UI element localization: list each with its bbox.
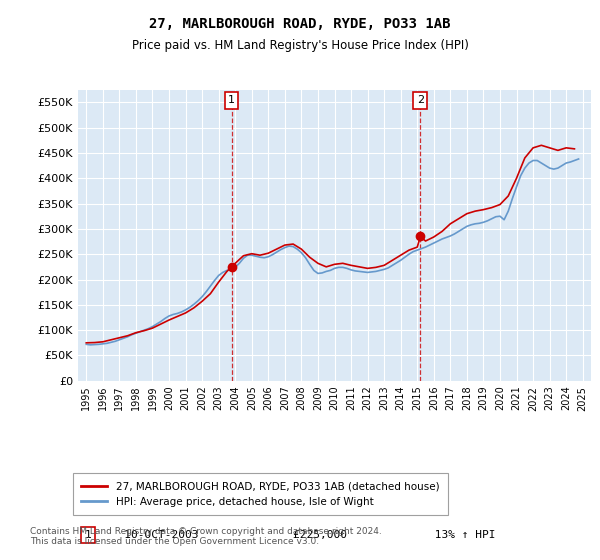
Text: 2: 2	[417, 95, 424, 105]
Legend: 27, MARLBOROUGH ROAD, RYDE, PO33 1AB (detached house), HPI: Average price, detac: 27, MARLBOROUGH ROAD, RYDE, PO33 1AB (de…	[73, 473, 448, 515]
Text: 27, MARLBOROUGH ROAD, RYDE, PO33 1AB: 27, MARLBOROUGH ROAD, RYDE, PO33 1AB	[149, 17, 451, 31]
Text: Price paid vs. HM Land Registry's House Price Index (HPI): Price paid vs. HM Land Registry's House …	[131, 39, 469, 52]
Text: Contains HM Land Registry data © Crown copyright and database right 2024.
This d: Contains HM Land Registry data © Crown c…	[30, 526, 382, 546]
Text: 1: 1	[85, 530, 92, 540]
Text: 10-OCT-2003              £225,000             13% ↑ HPI: 10-OCT-2003 £225,000 13% ↑ HPI	[104, 530, 495, 540]
Text: 1: 1	[228, 95, 235, 105]
